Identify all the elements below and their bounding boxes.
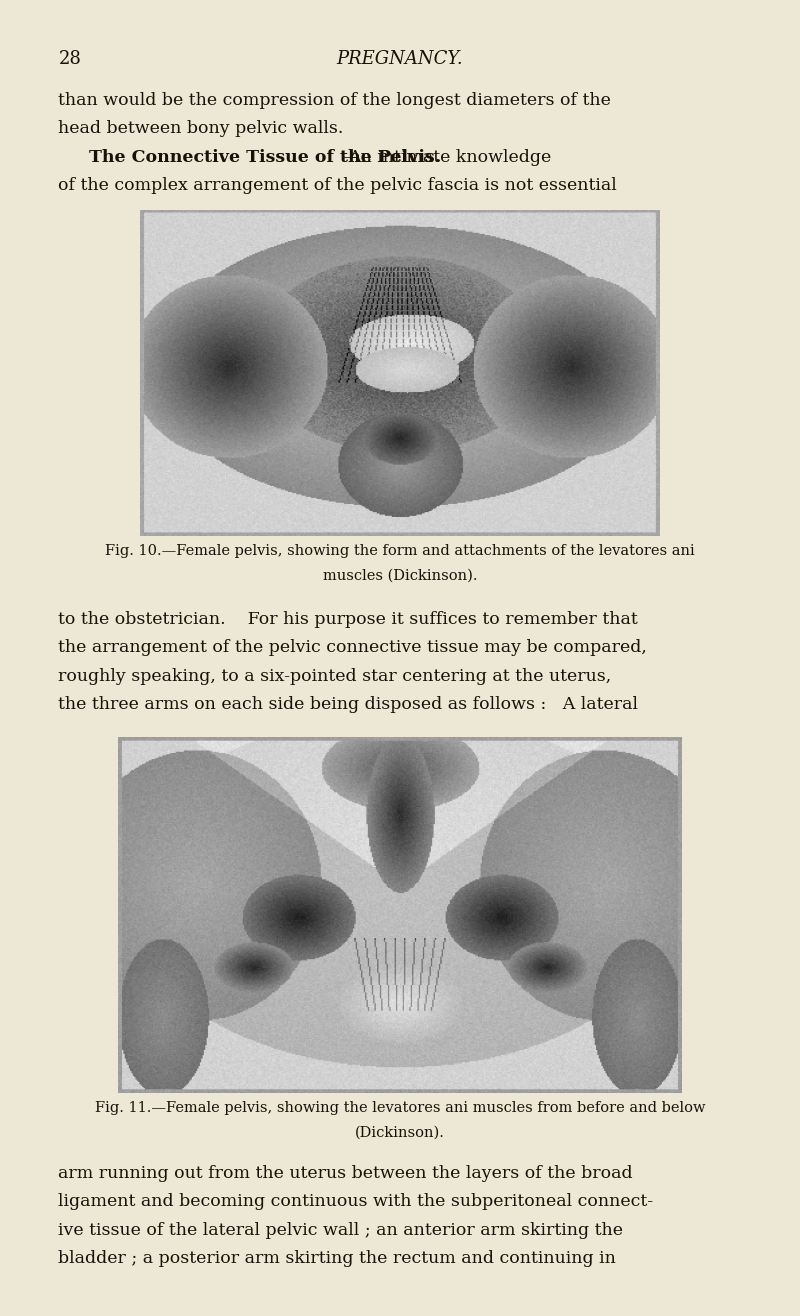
Text: roughly speaking, to a six-pointed star centering at the uterus,: roughly speaking, to a six-pointed star …: [58, 667, 612, 684]
Text: the three arms on each side being disposed as follows :   A lateral: the three arms on each side being dispos…: [58, 696, 638, 713]
Text: the arrangement of the pelvic connective tissue may be compared,: the arrangement of the pelvic connective…: [58, 640, 647, 657]
Text: than would be the compression of the longest diameters of the: than would be the compression of the lon…: [58, 92, 611, 109]
Text: to the obstetrician.    For his purpose it suffices to remember that: to the obstetrician. For his purpose it …: [58, 611, 638, 628]
Text: ligament and becoming continuous with the subperitoneal connect-: ligament and becoming continuous with th…: [58, 1194, 654, 1211]
Text: arm running out from the uterus between the layers of the broad: arm running out from the uterus between …: [58, 1165, 633, 1182]
Text: bladder ; a posterior arm skirting the rectum and continuing in: bladder ; a posterior arm skirting the r…: [58, 1250, 616, 1267]
Text: head between bony pelvic walls.: head between bony pelvic walls.: [58, 121, 344, 137]
Text: (Dickinson).: (Dickinson).: [355, 1125, 445, 1140]
Text: 28: 28: [58, 50, 82, 68]
Text: Fig. 10.—Female pelvis, showing the form and attachments of the levatores ani: Fig. 10.—Female pelvis, showing the form…: [105, 544, 695, 558]
Text: of the complex arrangement of the pelvic fascia is not essential: of the complex arrangement of the pelvic…: [58, 176, 617, 193]
Text: An intimate knowledge: An intimate knowledge: [348, 149, 551, 166]
Text: —: —: [341, 149, 358, 166]
Text: The Connective Tissue of the Pelvis.: The Connective Tissue of the Pelvis.: [89, 149, 441, 166]
Text: PREGNANCY.: PREGNANCY.: [337, 50, 463, 68]
Text: ive tissue of the lateral pelvic wall ; an anterior arm skirting the: ive tissue of the lateral pelvic wall ; …: [58, 1221, 623, 1238]
Text: Fig. 11.—Female pelvis, showing the levatores ani muscles from before and below: Fig. 11.—Female pelvis, showing the leva…: [94, 1100, 706, 1115]
Text: muscles (Dickinson).: muscles (Dickinson).: [322, 569, 478, 583]
